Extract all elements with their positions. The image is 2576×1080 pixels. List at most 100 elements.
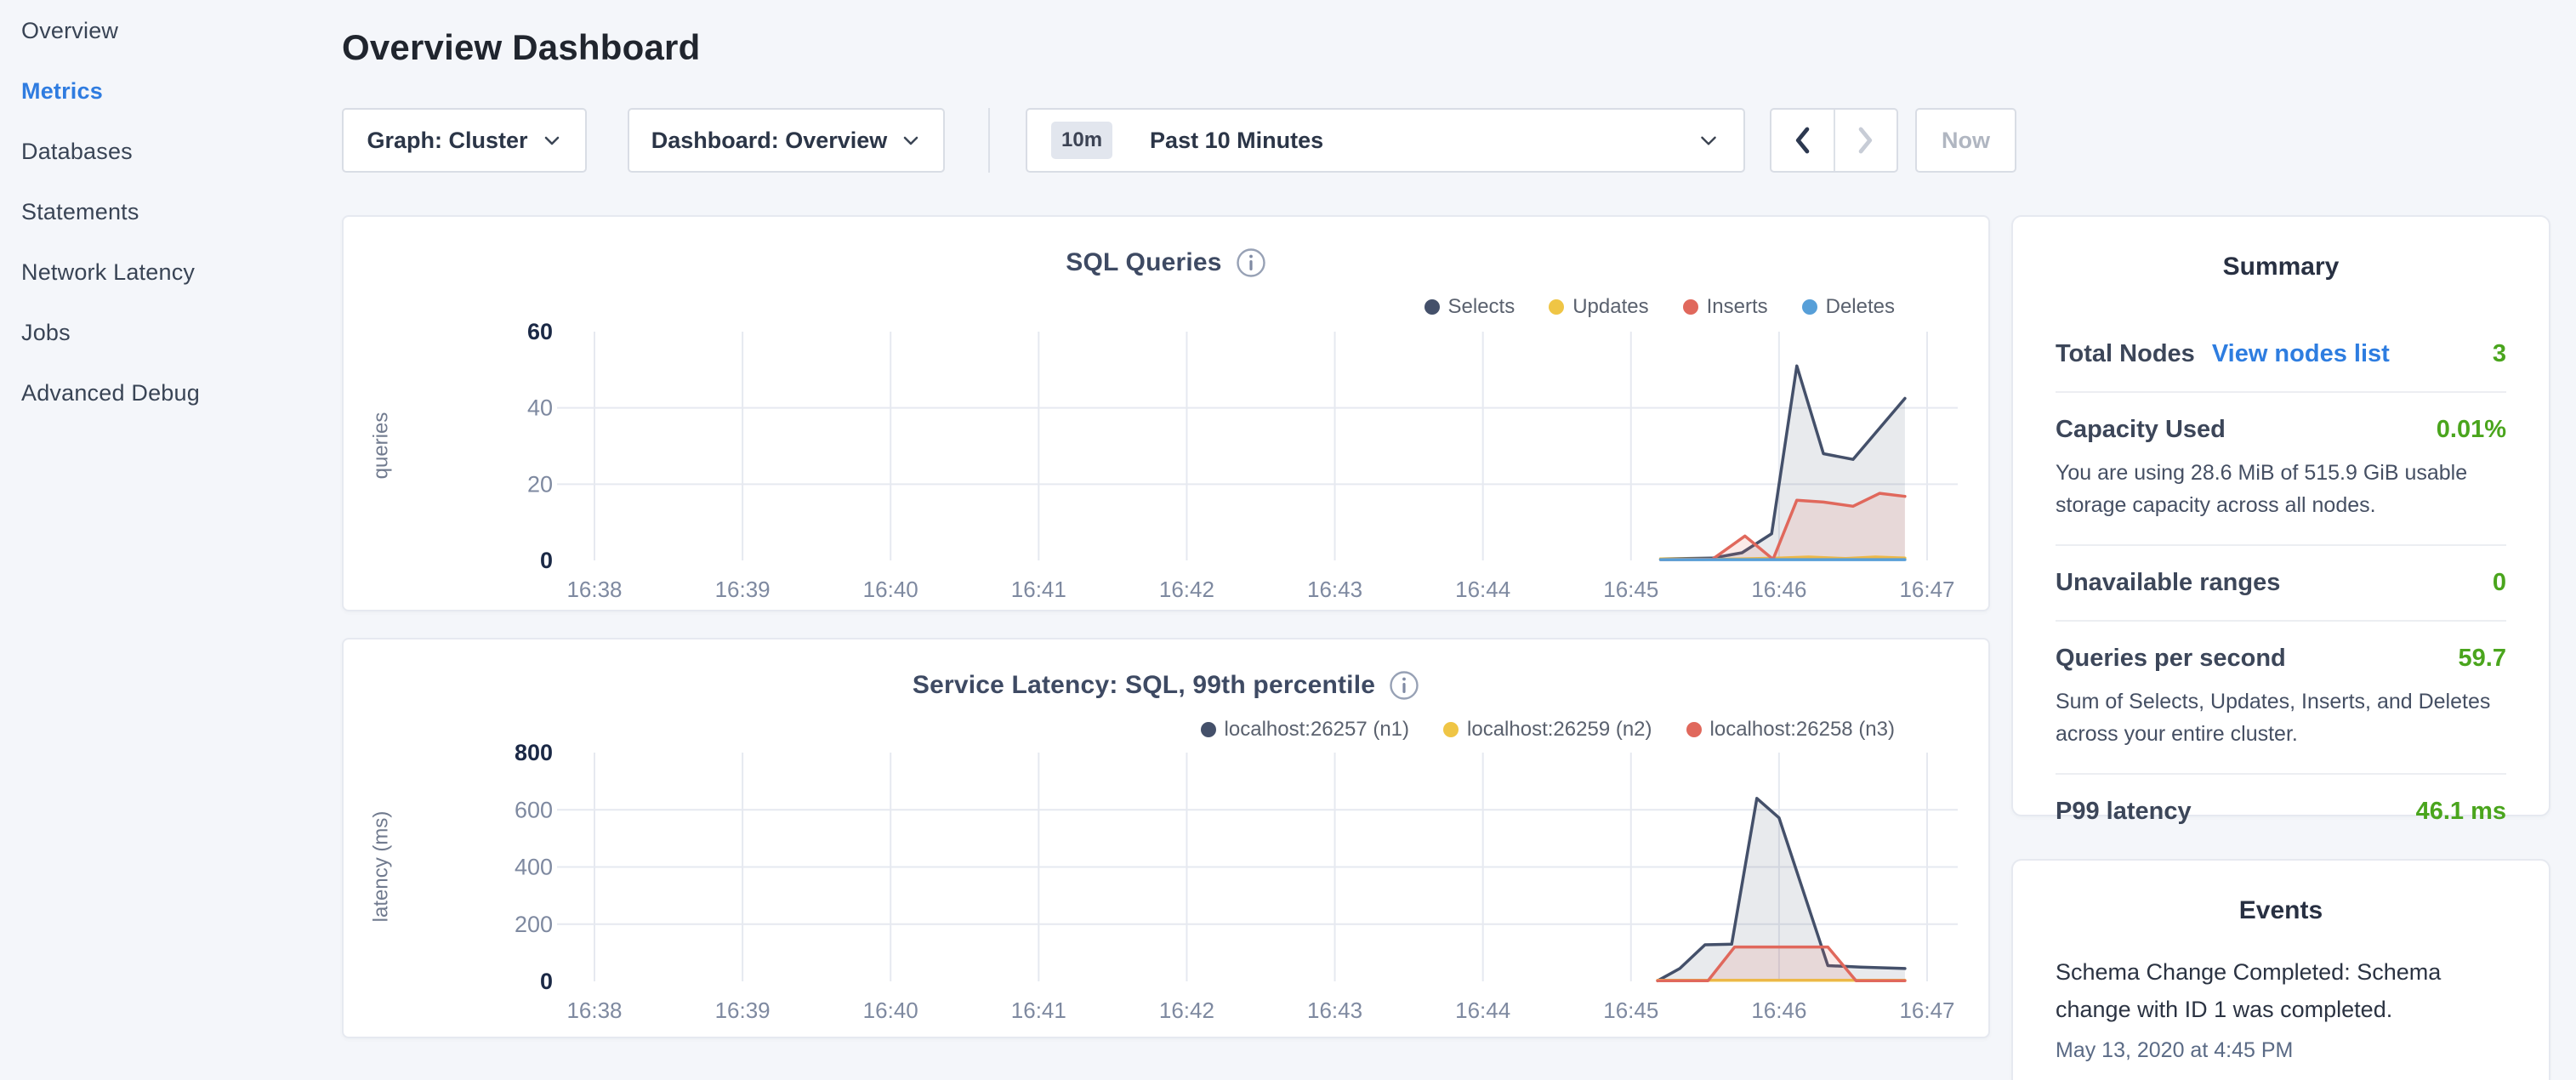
legend-label: Inserts bbox=[1707, 295, 1768, 319]
service-latency-chart-title: Service Latency: SQL, 99th percentile bbox=[913, 671, 1375, 700]
time-range-badge: 10m bbox=[1051, 122, 1112, 159]
summary-label: Queries per second bbox=[2056, 645, 2286, 673]
sql-queries-ylabel: queries bbox=[370, 332, 397, 560]
svg-text:60: 60 bbox=[527, 319, 553, 344]
svg-text:16:42: 16:42 bbox=[1159, 998, 1214, 1023]
legend-dot bbox=[1549, 299, 1564, 315]
events-panel: Events Schema Change Completed: Schema c… bbox=[2011, 859, 2550, 1080]
graph-dropdown-label: Graph: Cluster bbox=[367, 128, 527, 154]
svg-text:20: 20 bbox=[527, 471, 553, 497]
page-title: Overview Dashboard bbox=[342, 27, 700, 68]
legend-label: localhost:26259 (n2) bbox=[1467, 718, 1652, 742]
summary-row-queries-per-second: Queries per second 59.7 Sum of Selects, Up… bbox=[2056, 622, 2506, 775]
summary-row-p99-latency: P99 latency 46.1 ms bbox=[2056, 775, 2506, 849]
svg-text:0: 0 bbox=[540, 548, 553, 573]
svg-text:16:46: 16:46 bbox=[1751, 577, 1806, 602]
info-icon[interactable] bbox=[1389, 670, 1419, 701]
svg-text:16:43: 16:43 bbox=[1307, 577, 1362, 602]
sidebar-item-statements[interactable]: Statements bbox=[21, 199, 139, 225]
graph-dropdown[interactable]: Graph: Cluster bbox=[342, 108, 587, 173]
legend-item-localhost-26258-n3[interactable]: localhost:26258 (n3) bbox=[1686, 718, 1895, 742]
previous-time-window-button[interactable] bbox=[1771, 110, 1835, 171]
summary-value: 3 bbox=[2493, 340, 2506, 368]
legend-label: Updates bbox=[1572, 295, 1648, 319]
summary-value: 0.01% bbox=[2437, 416, 2506, 444]
summary-description: Sum of Selects, Updates, Inserts, and De… bbox=[2056, 686, 2506, 750]
summary-label: P99 latency bbox=[2056, 798, 2192, 826]
sidebar-item-advanced-debug[interactable]: Advanced Debug bbox=[21, 380, 200, 406]
sidebar-item-overview[interactable]: Overview bbox=[21, 18, 118, 44]
svg-text:16:38: 16:38 bbox=[566, 577, 622, 602]
legend-label: localhost:26258 (n3) bbox=[1710, 718, 1895, 742]
dashboard-dropdown-label: Dashboard: Overview bbox=[651, 128, 888, 154]
summary-value: 59.7 bbox=[2459, 645, 2506, 673]
legend-item-deletes[interactable]: Deletes bbox=[1802, 295, 1895, 319]
next-time-window-button[interactable] bbox=[1835, 110, 1897, 171]
summary-label: Total Nodes bbox=[2056, 340, 2195, 368]
svg-text:16:42: 16:42 bbox=[1159, 577, 1214, 602]
svg-text:16:44: 16:44 bbox=[1455, 577, 1510, 602]
legend-item-inserts[interactable]: Inserts bbox=[1683, 295, 1768, 319]
legend-label: localhost:26257 (n1) bbox=[1225, 718, 1409, 742]
sidebar-item-databases[interactable]: Databases bbox=[21, 139, 133, 165]
chevron-down-icon bbox=[901, 130, 921, 151]
summary-description: You are using 28.6 MiB of 515.9 GiB usab… bbox=[2056, 458, 2506, 521]
legend-dot bbox=[1686, 722, 1702, 737]
svg-text:16:41: 16:41 bbox=[1011, 577, 1066, 602]
svg-text:800: 800 bbox=[515, 740, 553, 765]
svg-text:16:39: 16:39 bbox=[715, 998, 771, 1023]
sql-queries-chart-card: SQL Queries Selects Updates Inserts Deletes… bbox=[342, 215, 1990, 611]
info-icon[interactable] bbox=[1236, 247, 1266, 278]
svg-text:16:46: 16:46 bbox=[1751, 998, 1806, 1023]
sidebar-item-metrics[interactable]: Metrics bbox=[21, 78, 103, 105]
svg-text:16:38: 16:38 bbox=[566, 998, 622, 1023]
legend-dot bbox=[1802, 299, 1817, 315]
legend-dot bbox=[1201, 722, 1216, 737]
sql-queries-chart-title: SQL Queries bbox=[1066, 248, 1221, 277]
svg-text:16:39: 16:39 bbox=[715, 577, 771, 602]
svg-text:16:41: 16:41 bbox=[1011, 998, 1066, 1023]
sidebar-item-network-latency[interactable]: Network Latency bbox=[21, 259, 195, 286]
svg-text:400: 400 bbox=[515, 855, 553, 880]
time-range-dropdown[interactable]: 10m Past 10 Minutes bbox=[1026, 108, 1745, 173]
legend-dot bbox=[1683, 299, 1698, 315]
summary-value: 0 bbox=[2493, 569, 2506, 597]
svg-text:16:43: 16:43 bbox=[1307, 998, 1362, 1023]
summary-panel-title: Summary bbox=[2013, 217, 2549, 281]
svg-text:0: 0 bbox=[540, 969, 553, 994]
sidebar: Overview Metrics Databases Statements Networ… bbox=[0, 0, 342, 1051]
legend-dot bbox=[1443, 722, 1459, 737]
now-button-label: Now bbox=[1942, 128, 1990, 154]
summary-row-capacity-used: Capacity Used0.01%You are using 28.6 MiB… bbox=[2056, 393, 2506, 546]
event-list-item[interactable]: Schema Change Completed: Schema change w… bbox=[2013, 925, 2549, 1063]
svg-text:600: 600 bbox=[515, 797, 553, 822]
time-step-buttons bbox=[1770, 108, 1898, 173]
svg-text:40: 40 bbox=[527, 395, 553, 421]
sidebar-item-jobs[interactable]: Jobs bbox=[21, 320, 71, 346]
now-button[interactable]: Now bbox=[1915, 108, 2016, 173]
events-panel-title: Events bbox=[2013, 861, 2549, 925]
event-text: Schema Change Completed: Schema change w… bbox=[2056, 954, 2506, 1028]
legend-item-localhost-26257-n1[interactable]: localhost:26257 (n1) bbox=[1201, 718, 1409, 742]
time-range-label: Past 10 Minutes bbox=[1150, 128, 1323, 154]
svg-text:16:45: 16:45 bbox=[1603, 577, 1658, 602]
service-latency-ylabel: latency (ms) bbox=[370, 753, 397, 981]
summary-row-unavailable-ranges: Unavailable ranges 0 bbox=[2056, 546, 2506, 622]
svg-text:16:47: 16:47 bbox=[1899, 577, 1954, 602]
svg-text:200: 200 bbox=[515, 912, 553, 937]
svg-text:16:40: 16:40 bbox=[863, 998, 918, 1023]
legend-label: Deletes bbox=[1826, 295, 1895, 319]
svg-text:16:40: 16:40 bbox=[863, 577, 918, 602]
summary-value: 46.1 ms bbox=[2416, 798, 2506, 826]
service-latency-chart-card: Service Latency: SQL, 99th percentile lo… bbox=[342, 638, 1990, 1038]
view-nodes-list-link[interactable]: View nodes list bbox=[2212, 340, 2390, 368]
svg-text:16:45: 16:45 bbox=[1603, 998, 1658, 1023]
legend-item-localhost-26259-n2[interactable]: localhost:26259 (n2) bbox=[1443, 718, 1652, 742]
chevron-down-icon bbox=[542, 130, 562, 151]
dashboard-dropdown[interactable]: Dashboard: Overview bbox=[628, 108, 945, 173]
svg-text:16:47: 16:47 bbox=[1899, 998, 1954, 1023]
summary-label: Unavailable ranges bbox=[2056, 569, 2280, 597]
legend-item-selects[interactable]: Selects bbox=[1424, 295, 1515, 319]
chevron-down-icon bbox=[1697, 129, 1720, 151]
legend-item-updates[interactable]: Updates bbox=[1549, 295, 1648, 319]
